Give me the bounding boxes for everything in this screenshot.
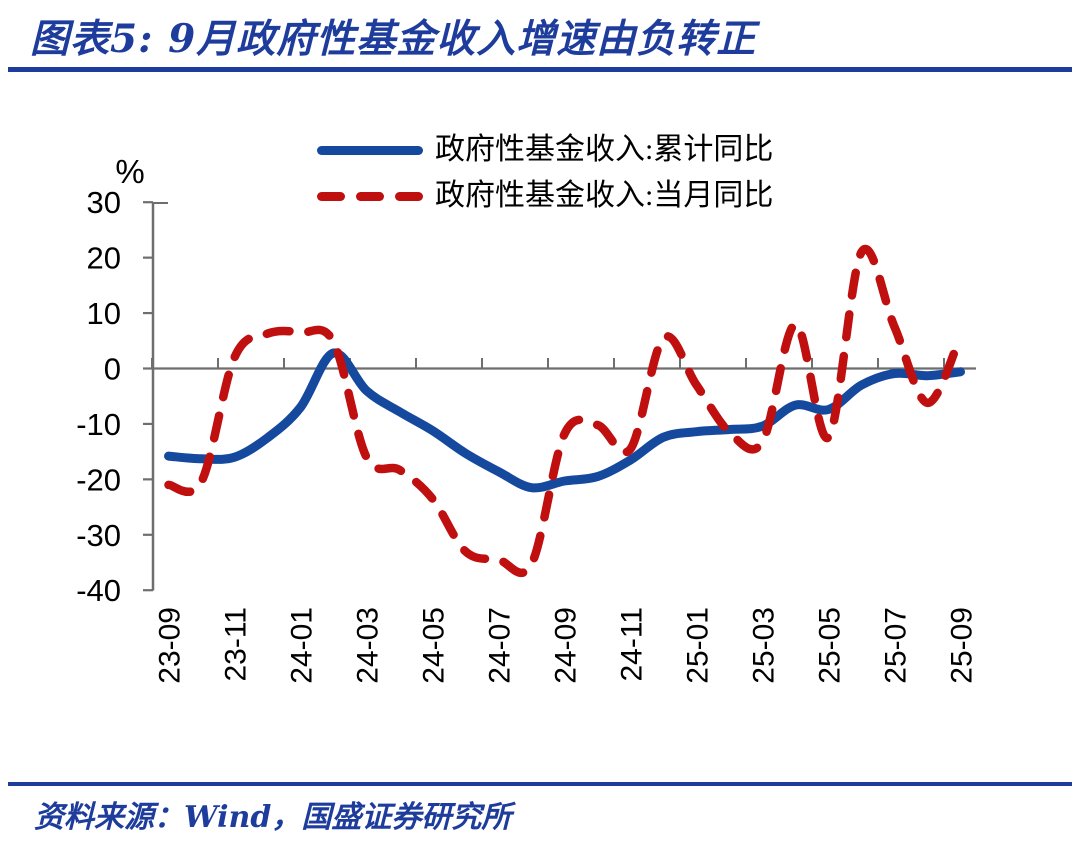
y-tick-label: -20 — [76, 462, 121, 497]
title-divider — [8, 67, 1072, 72]
chart-legend: 政府性基金收入:累计同比 政府性基金收入:当月同比 — [317, 131, 773, 223]
x-tick-label: 25-09 — [946, 607, 979, 684]
dashed-line-icon — [395, 191, 423, 201]
y-tick-label: 0 — [104, 352, 121, 387]
cumulative-line-swatch — [317, 145, 423, 155]
monthly-line-swatch — [317, 191, 423, 201]
x-tick-label: 24-11 — [616, 607, 649, 682]
legend-label-cumulative: 政府性基金收入:累计同比 — [435, 133, 774, 166]
legend-label-monthly: 政府性基金收入:当月同比 — [435, 179, 774, 212]
y-tick-label: -10 — [76, 407, 121, 442]
y-tick-label: 10 — [87, 296, 121, 331]
source-note: 资料来源：Wind，国盛证券研究所 — [34, 800, 512, 835]
x-tick-label: 24-07 — [484, 607, 517, 684]
x-tick-label: 24-03 — [352, 607, 385, 684]
x-tick-label: 25-05 — [814, 607, 847, 684]
x-tick-label: 23-09 — [154, 607, 187, 684]
y-tick-label: 30 — [87, 185, 121, 220]
y-axis-unit-label: % — [115, 153, 144, 190]
x-tick-label: 25-03 — [748, 607, 781, 684]
x-tick-label: 24-01 — [286, 607, 319, 684]
cumulative-series-line — [164, 348, 965, 493]
footer-divider — [8, 782, 1072, 786]
x-tick-label: 25-01 — [682, 607, 715, 684]
y-tick-label: -40 — [76, 573, 121, 608]
monthly-series-line — [164, 244, 965, 577]
dashed-line-icon — [356, 191, 384, 201]
x-tick-label: 23-11 — [220, 607, 253, 682]
page-title: 图表5: 9月政府性基金收入增速由负转正 — [30, 16, 757, 62]
x-tick-label: 25-07 — [880, 607, 913, 684]
dashed-line-icon — [317, 191, 345, 201]
y-tick-label: 20 — [87, 241, 121, 276]
x-tick-label: 24-09 — [550, 607, 583, 684]
legend-item-cumulative: 政府性基金收入:累计同比 — [317, 131, 773, 169]
legend-item-monthly: 政府性基金收入:当月同比 — [317, 177, 773, 215]
solid-line-icon — [317, 145, 423, 155]
y-tick-label: -30 — [76, 518, 121, 553]
x-tick-label: 24-05 — [418, 607, 451, 684]
